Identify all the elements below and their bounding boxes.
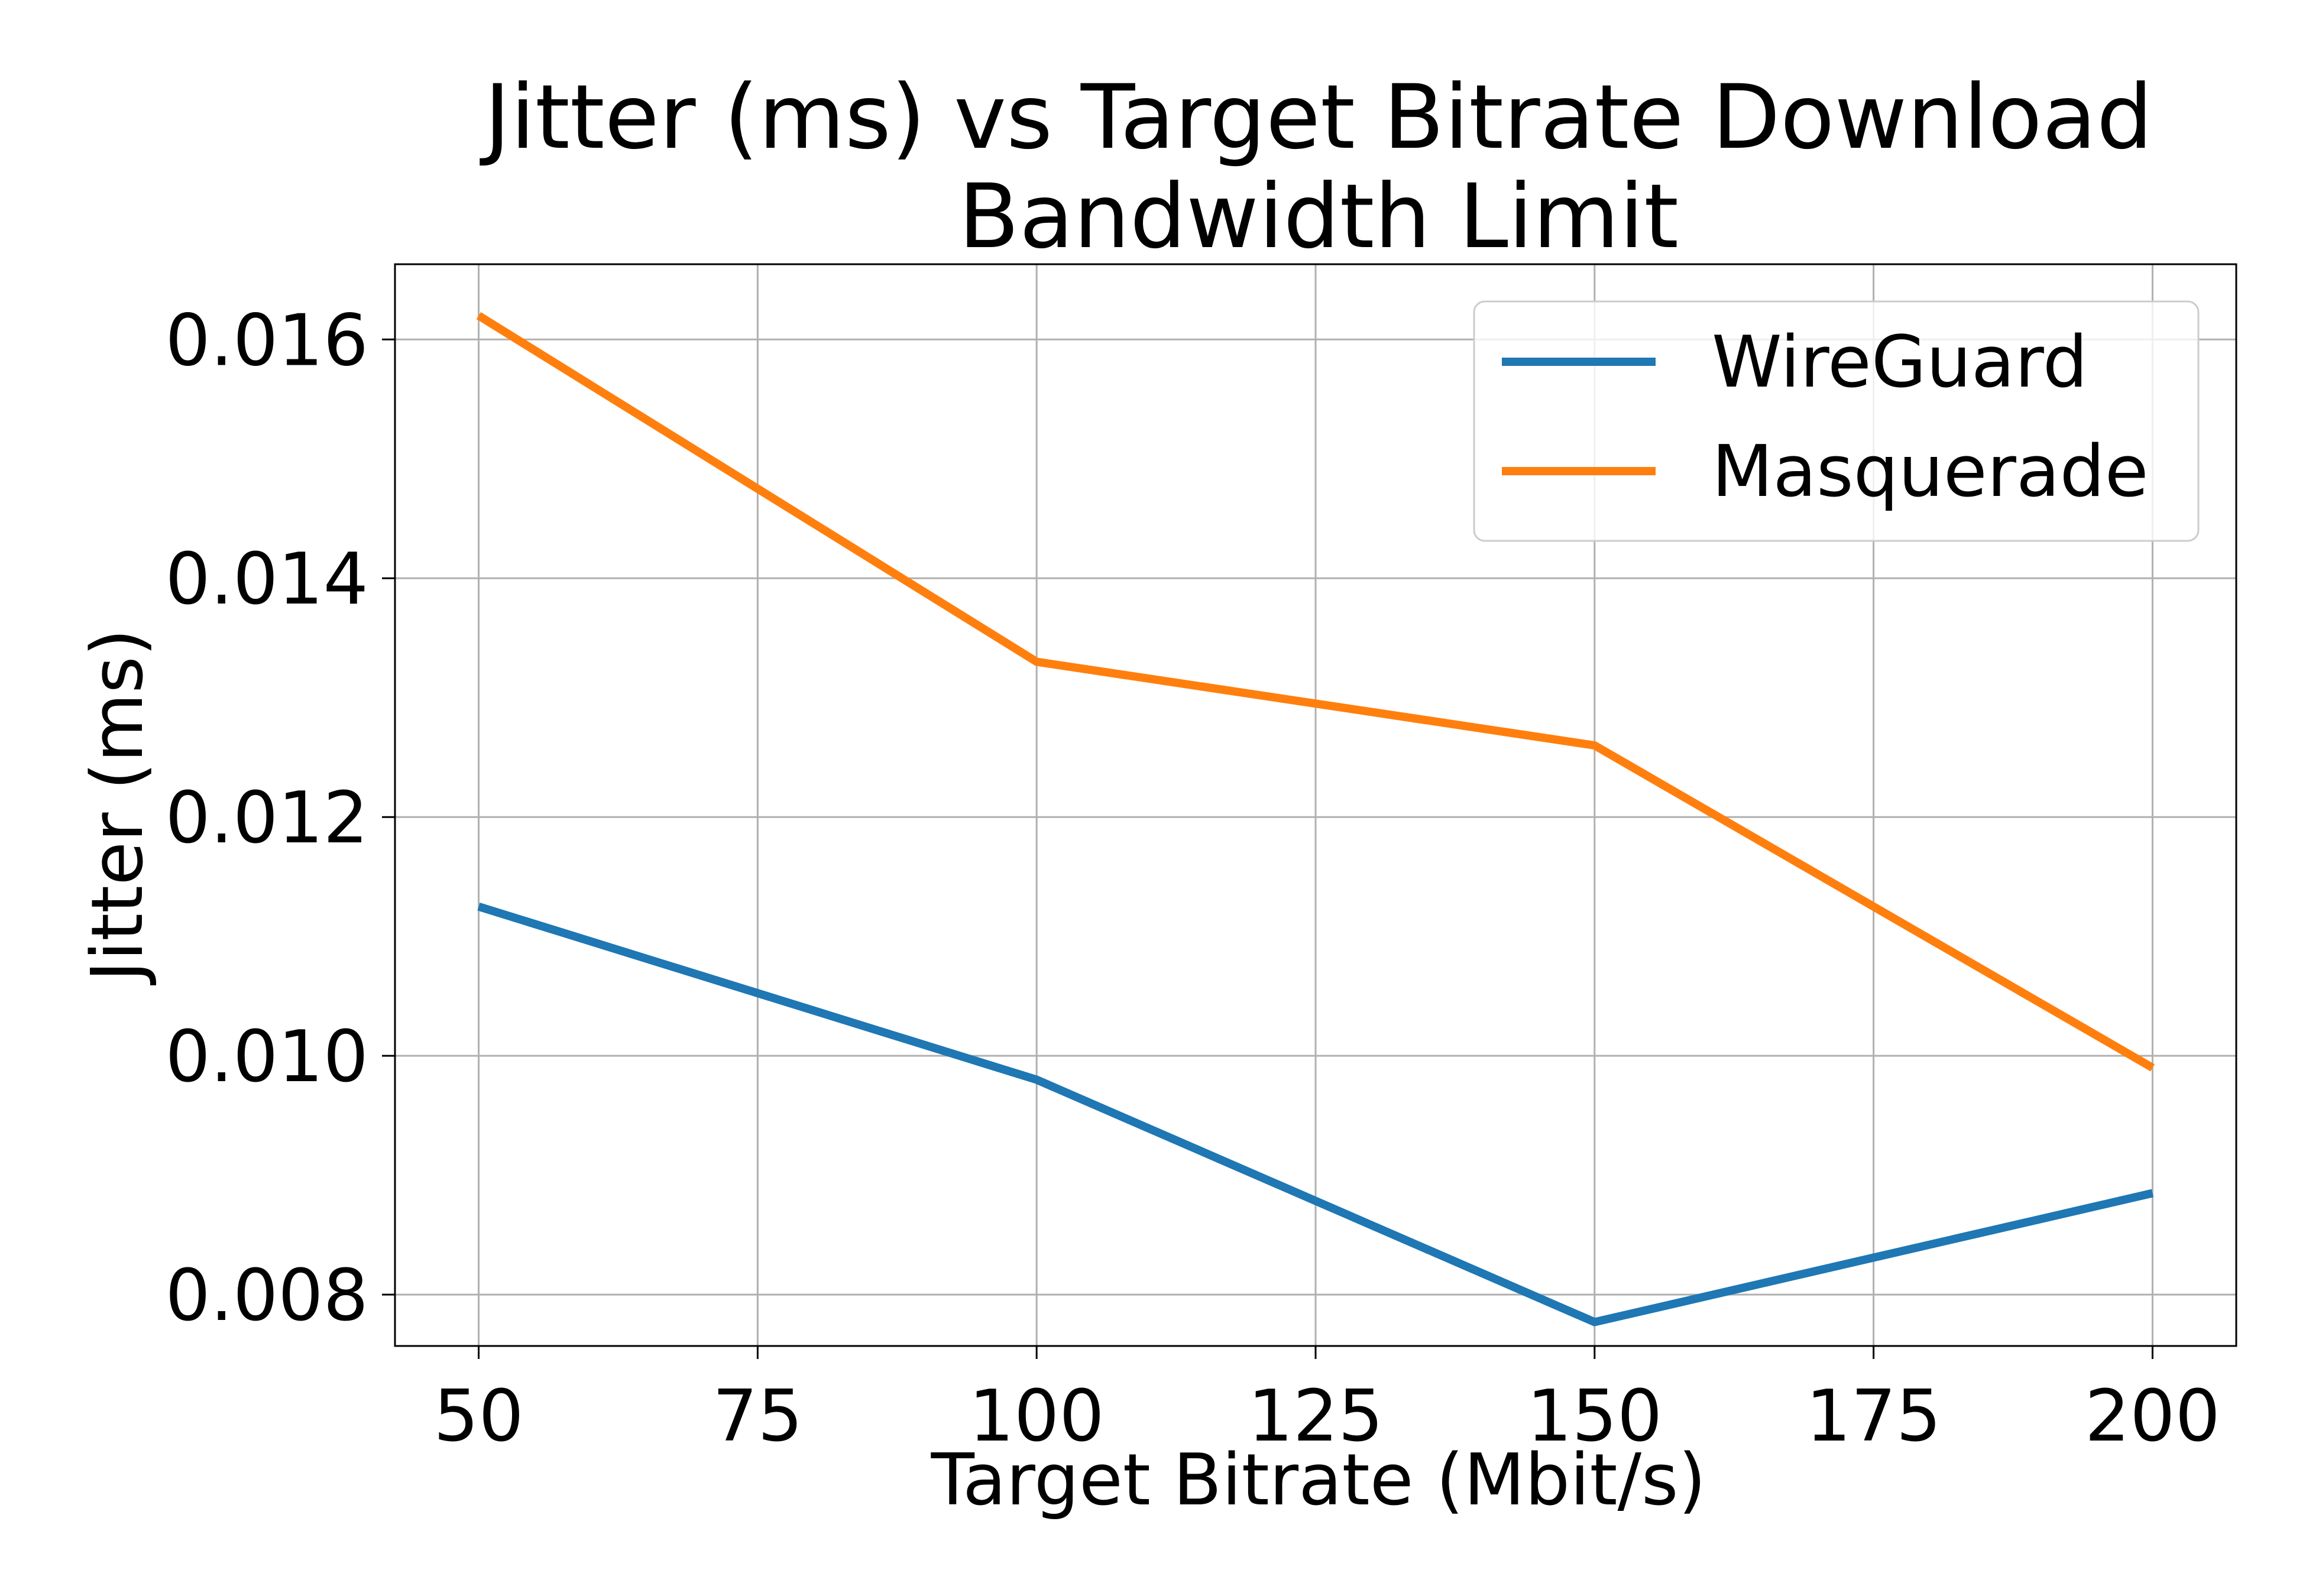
series-line-masquerade	[476, 312, 2155, 1072]
legend-label-masquerade: Masquerade	[1712, 431, 2149, 513]
chart-title-line-2: Bandwidth Limit	[958, 166, 1679, 268]
x-tick-label: 200	[2085, 1376, 2220, 1458]
ticks-layer: 50 75 100 125 150 175 200 0.008 0.010 0.012 0.014 0…	[165, 300, 2220, 1458]
x-tick-label: 175	[1806, 1376, 1941, 1458]
series-line-wireguard	[477, 903, 2154, 1326]
x-axis-label: Target Bitrate (Mbit/s)	[931, 1439, 1706, 1522]
x-tick-label: 50	[433, 1376, 524, 1458]
y-tick-label: 0.012	[165, 777, 368, 859]
y-tick-label: 0.016	[165, 300, 368, 382]
x-tick-label: 150	[1527, 1376, 1662, 1458]
chart-title-line-1: Jitter (ms) vs Target Bitrate Download	[480, 66, 2153, 169]
y-tick-label: 0.008	[165, 1255, 368, 1337]
y-axis-label: Jitter (ms)	[77, 628, 159, 985]
legend-label-wireguard: WireGuard	[1712, 322, 2088, 404]
x-tick-label: 75	[712, 1376, 803, 1458]
series-layer	[476, 312, 2155, 1326]
x-tick-label: 100	[969, 1376, 1105, 1458]
legend: WireGuard Masquerade	[1473, 300, 2200, 542]
y-tick-label: 0.010	[165, 1016, 368, 1098]
y-tick-label: 0.014	[165, 539, 368, 621]
x-tick-label: 125	[1248, 1376, 1383, 1458]
